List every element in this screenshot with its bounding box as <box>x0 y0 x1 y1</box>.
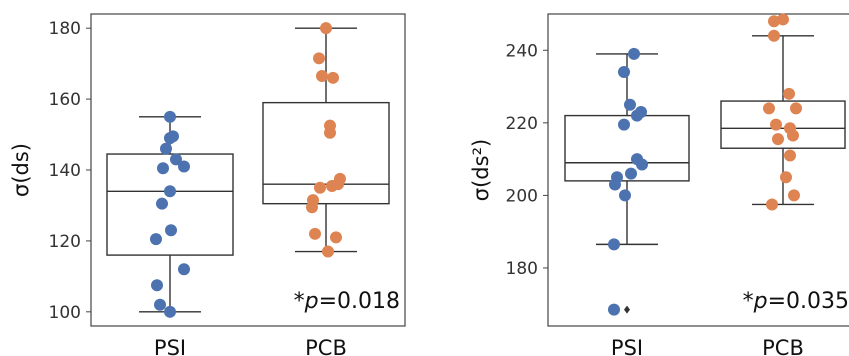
data-point-psi <box>151 279 163 292</box>
plot-frame <box>547 13 849 327</box>
data-point-pcb <box>320 22 332 35</box>
x-category-label: PCB <box>762 336 804 356</box>
y-tick-label: 180 <box>506 259 538 279</box>
data-point-pcb <box>306 201 318 214</box>
data-point-pcb <box>763 102 775 115</box>
y-tick-label: 220 <box>506 114 538 134</box>
data-point-psi <box>164 110 176 123</box>
data-point-pcb <box>324 126 336 139</box>
data-point-pcb <box>783 87 795 100</box>
data-point-psi <box>628 47 640 60</box>
box-psi <box>106 153 234 256</box>
y-tick-label: 240 <box>506 41 538 61</box>
chart-panel-1: 100 120 140 160 180 σ(ds) PSI PCB *p=0.018 <box>9 13 406 356</box>
data-point-pcb <box>787 129 799 142</box>
p-value-annotation: *p=0.018 <box>294 289 400 314</box>
data-point-psi <box>156 197 168 210</box>
data-point-pcb <box>780 171 792 184</box>
data-point-pcb <box>313 52 325 65</box>
data-point-pcb <box>768 15 780 28</box>
y-tick-label: 180 <box>49 19 81 39</box>
data-point-psi <box>164 185 176 198</box>
data-point-psi <box>164 132 176 145</box>
data-point-psi <box>631 109 643 122</box>
y-tick-label: 200 <box>506 186 538 206</box>
y-tick-label: 140 <box>49 161 81 181</box>
data-point-psi <box>608 238 620 251</box>
box-pcb <box>262 101 390 205</box>
outlier-marker <box>624 305 630 314</box>
data-point-pcb <box>790 102 802 115</box>
data-point-pcb <box>770 118 782 131</box>
data-point-psi <box>150 233 162 246</box>
data-point-pcb <box>322 245 334 258</box>
x-category-label: PSI <box>154 336 186 356</box>
data-point-psi <box>619 189 631 202</box>
data-point-psi <box>636 158 648 171</box>
data-point-psi <box>625 167 637 180</box>
x-category-label: PCB <box>305 336 347 356</box>
data-point-psi <box>170 153 182 166</box>
data-point-pcb <box>777 13 789 26</box>
data-point-pcb <box>788 189 800 202</box>
data-point-psi <box>157 162 169 175</box>
data-point-psi <box>618 118 630 131</box>
x-category-label: PSI <box>611 336 643 356</box>
y-tick-label: 120 <box>49 232 81 252</box>
data-point-pcb <box>309 227 321 240</box>
p-value-annotation: *p=0.035 <box>743 289 849 314</box>
data-point-psi <box>164 305 176 318</box>
data-point-pcb <box>316 70 328 83</box>
data-point-psi <box>178 263 190 276</box>
data-point-psi <box>609 178 621 191</box>
y-tick-label: 160 <box>49 90 81 110</box>
data-point-psi <box>618 66 630 79</box>
y-axis-label: σ(ds²) <box>469 139 493 201</box>
y-axis-label: σ(ds) <box>9 143 33 197</box>
data-point-pcb <box>330 231 342 244</box>
data-point-psi <box>160 142 172 155</box>
data-point-psi <box>608 303 620 316</box>
chart-panel-2: 180 200 220 240 σ(ds²) PSI PCB *p=0.035 <box>469 13 849 356</box>
data-point-psi <box>178 160 190 173</box>
data-point-psi <box>165 224 177 237</box>
data-point-pcb <box>314 181 326 194</box>
data-point-psi <box>154 298 166 311</box>
data-point-pcb <box>772 133 784 146</box>
data-point-pcb <box>768 29 780 42</box>
data-point-pcb <box>327 71 339 84</box>
data-point-pcb <box>766 198 778 211</box>
data-point-pcb <box>326 179 338 192</box>
data-point-psi <box>624 98 636 111</box>
data-point-pcb <box>784 149 796 162</box>
y-tick-label: 100 <box>49 303 81 323</box>
